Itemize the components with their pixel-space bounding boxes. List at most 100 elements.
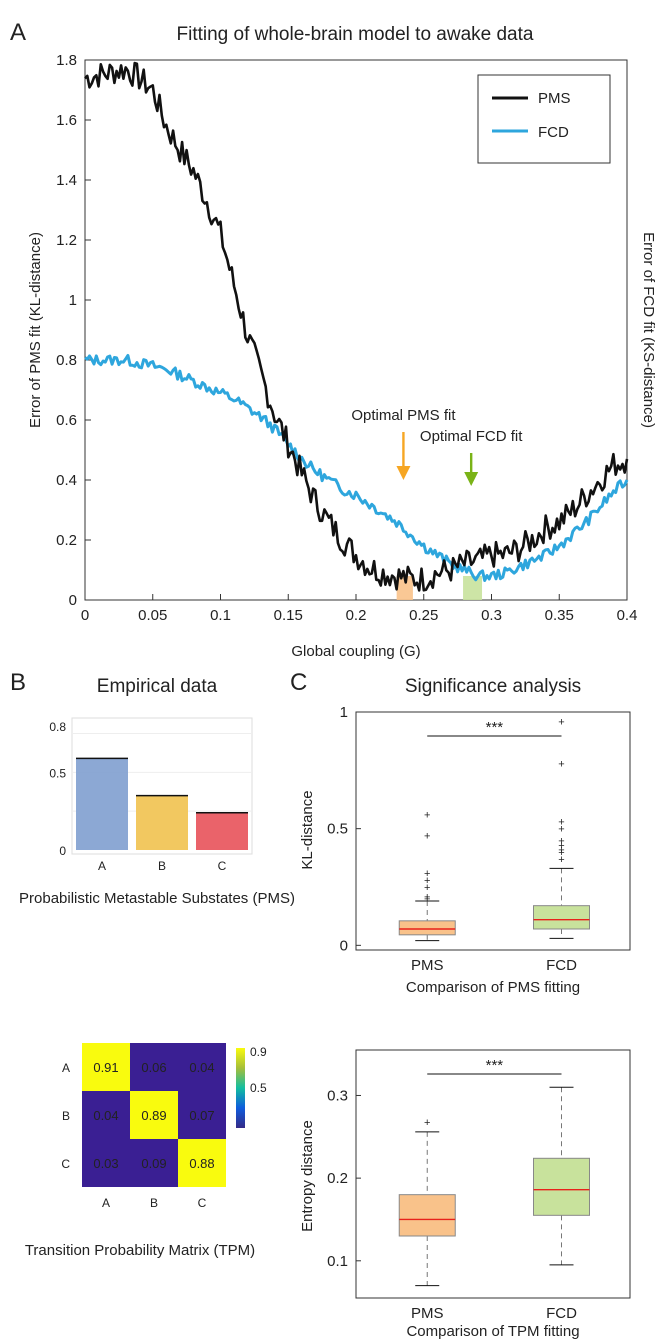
bar-y-tick-label: 0.8 — [49, 720, 66, 734]
bar-a — [76, 758, 128, 850]
highlight-optimal-pms — [396, 576, 413, 600]
box-x-tick-label: FCD — [546, 957, 577, 974]
bar-b — [136, 795, 188, 850]
box-outlier: + — [558, 835, 564, 847]
box-x-tick-label: PMS — [411, 1305, 444, 1322]
tpm-colorbar: 0.9 0.5 — [236, 1045, 267, 1128]
panel-c-top-frame — [355, 711, 631, 951]
panel-a-highlight-bars — [396, 576, 483, 600]
panel-letter-a: A — [10, 19, 26, 46]
tpm-cell — [178, 1091, 226, 1139]
panel-b-bar-frame — [71, 717, 253, 855]
tpm-cell-label: 0.89 — [141, 1108, 166, 1123]
panel-c-bottom-ylabel: Entropy distance — [299, 1120, 316, 1232]
tpm-cell-label: 0.91 — [93, 1060, 118, 1075]
arrowhead-optimal-pms — [396, 466, 411, 480]
bar-x-tick-label: A — [98, 859, 106, 873]
box-outlier: + — [424, 882, 430, 894]
box-y-tick-label: 0 — [340, 937, 348, 954]
panel-a-x-ticks: 0 0.05 0.1 0.15 0.2 0.25 0.3 0.35 0.4 — [81, 594, 638, 624]
box-x-tick-label: PMS — [411, 957, 444, 974]
annotation-optimal-pms: Optimal PMS fit — [351, 407, 456, 424]
tpm-cell-label: 0.04 — [189, 1060, 214, 1075]
x-tick-label: 0.15 — [274, 607, 303, 624]
tpm-cell-label: 0.04 — [93, 1108, 118, 1123]
box-y-tick-label: 0.3 — [327, 1087, 348, 1104]
tpm-cell — [130, 1091, 178, 1139]
tpm-cell — [130, 1043, 178, 1091]
panel-c-title: Significance analysis — [405, 676, 581, 697]
legend-pms-label: PMS — [538, 90, 571, 107]
box-outlier: + — [558, 716, 564, 728]
panel-a-title: Fitting of whole-brain model to awake da… — [177, 24, 534, 45]
tpm-cell-label: 0.03 — [93, 1156, 118, 1171]
panel-c: C Significance analysis 00.51 ++++++++++… — [290, 669, 631, 1340]
panel-c-top-y-ticks: 00.51 — [327, 704, 361, 954]
y-tick-label: 1.2 — [56, 232, 77, 249]
tpm-col-label: B — [150, 1196, 158, 1210]
tpm-cell — [130, 1139, 178, 1187]
tpm-cell — [82, 1091, 130, 1139]
panel-b: B Empirical data 0 0.5 0.8 A B C Probabilist… — [10, 669, 295, 1259]
panel-c-bottom-boxes: + *** — [398, 1057, 590, 1287]
panel-c-top-ylabel: KL-distance — [299, 790, 316, 869]
bar-y-tick-label: 0.5 — [49, 766, 66, 780]
tpm-heatmap: 0.91 0.06 0.04 0.04 0.89 0.07 0.03 0.09 0.88 — [82, 1043, 226, 1187]
series-pms-line — [84, 61, 629, 592]
tpm-row-label: C — [61, 1157, 70, 1171]
y-tick-label: 0.6 — [56, 412, 77, 429]
panel-a-annotations: Optimal PMS fit Optimal FCD fit — [351, 407, 523, 486]
bar-c — [196, 812, 248, 850]
x-tick-label: 0.2 — [346, 607, 367, 624]
box-fcd — [533, 905, 590, 930]
panel-b-bar-xlabel-text: Probabilistic Metastable Substates (PMS) — [19, 890, 295, 907]
box-outlier: + — [424, 894, 430, 906]
legend-fcd-label: FCD — [538, 124, 569, 141]
colorbar-gradient — [236, 1048, 245, 1128]
colorbar-tick-high: 0.9 — [250, 1045, 267, 1059]
box-outlier: + — [424, 831, 430, 843]
series-fcd-line — [84, 354, 629, 582]
panel-c-bottom-xlabel: Comparison of TPM fitting — [406, 1323, 579, 1340]
panel-a-ylabel-right: Error of FCD fit (KS-distance) — [640, 232, 657, 428]
tpm-cell — [82, 1043, 130, 1091]
x-tick-label: 0.3 — [481, 607, 502, 624]
tpm-row-labels: A B C — [61, 1061, 70, 1171]
box-y-tick-label: 0.2 — [327, 1170, 348, 1187]
y-tick-label: 0.8 — [56, 352, 77, 369]
panel-letter-b: B — [10, 669, 26, 696]
panel-letter-c: C — [290, 669, 307, 696]
panel-c-bottom-frame — [355, 1049, 631, 1299]
box-x-tick-label: FCD — [546, 1305, 577, 1322]
significance-label: *** — [486, 719, 504, 736]
x-tick-label: 0.4 — [617, 607, 638, 624]
panel-c-bottom-x-ticks: PMS FCD — [411, 1305, 577, 1322]
panel-b-x-ticks: A B C — [98, 859, 227, 873]
x-tick-label: 0 — [81, 607, 89, 624]
box-fcd — [533, 1157, 590, 1216]
panel-b-bar-xlabel: Probabilistic Metastable Substates (PMS) — [19, 890, 295, 907]
x-tick-label: 0.35 — [545, 607, 574, 624]
highlight-optimal-fcd — [463, 576, 483, 600]
y-tick-label: 1.4 — [56, 172, 77, 189]
panel-c-top-boxes: ++++++++++++++++*** — [398, 716, 590, 942]
tpm-cell-label: 0.88 — [189, 1156, 214, 1171]
significance-label: *** — [486, 1057, 504, 1074]
box-outlier: + — [424, 875, 430, 887]
tpm-cell — [82, 1139, 130, 1187]
colorbar-tick-mid: 0.5 — [250, 1081, 267, 1095]
box-outlier: + — [424, 891, 430, 903]
panel-a-y-ticks: 0 0.2 0.4 0.6 0.8 1 1.2 1.4 1.6 1.8 — [56, 52, 91, 609]
y-tick-label: 1.8 — [56, 52, 77, 69]
box-outlier: + — [558, 840, 564, 852]
box-y-tick-label: 0.5 — [327, 821, 348, 838]
box-y-tick-label: 1 — [340, 704, 348, 721]
tpm-cell-label: 0.09 — [141, 1156, 166, 1171]
bar-x-tick-label: C — [218, 859, 227, 873]
box-outlier: + — [558, 817, 564, 829]
annotation-optimal-fcd: Optimal FCD fit — [420, 428, 523, 445]
box-outlier: + — [424, 1117, 430, 1129]
tpm-cell — [178, 1043, 226, 1091]
panel-a-legend: PMS FCD — [477, 74, 611, 164]
